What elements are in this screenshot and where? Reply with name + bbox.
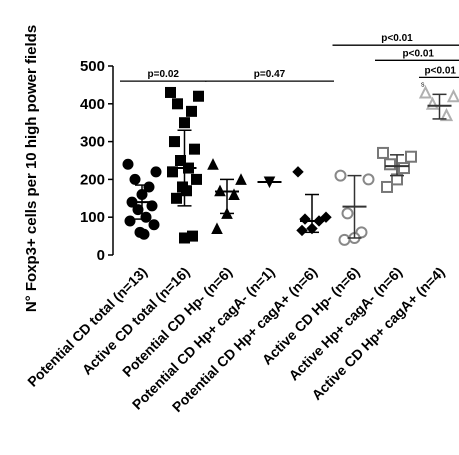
data-point: [138, 228, 150, 240]
data-point: [193, 90, 204, 102]
data-point: [124, 215, 136, 227]
data-point: [148, 219, 160, 231]
data-point: [207, 158, 219, 170]
y-tick-label: 100: [80, 209, 105, 226]
data-point: [235, 173, 247, 185]
y-axis-label: N° Foxp3+ cells per 10 high power fields: [23, 25, 40, 312]
significance-note: s.: [421, 81, 427, 88]
data-point: [446, 89, 459, 103]
significance-label: p=0.47: [254, 69, 286, 80]
data-point: [320, 211, 332, 223]
y-tick-label: 300: [80, 134, 105, 151]
data-point: [146, 200, 158, 212]
data-point: [228, 188, 240, 201]
data-point: [334, 169, 347, 182]
data-point: [439, 107, 454, 122]
category-labels: Potential CD total (n=13)Active CD total…: [24, 264, 447, 415]
data-point: [191, 173, 202, 185]
data-point: [405, 150, 417, 163]
data-point: [341, 207, 354, 220]
data-point: [165, 86, 176, 98]
data-point: [189, 143, 200, 155]
data-point: [122, 158, 134, 170]
data-point: [172, 98, 183, 110]
y-tick-label: 200: [80, 171, 105, 188]
significance-label: p=0.02: [148, 69, 180, 80]
data-point: [129, 173, 141, 185]
significance-annotations: p=0.02 p=0.47 p<0.01 p<0.01 p<0.01 s.: [120, 33, 459, 88]
axes: 0 100 200 300 400 500 N° Foxp3+ cells per 10 h…: [23, 25, 114, 312]
error-bars: [130, 93, 452, 239]
significance-label: p<0.01: [403, 48, 435, 59]
y-tick-label: 0: [97, 247, 105, 264]
y-tick-label: 400: [80, 96, 105, 113]
data-point: [425, 96, 440, 110]
data-point: [167, 166, 178, 178]
data-point: [181, 185, 192, 197]
data-point: [186, 105, 197, 117]
data-point: [179, 232, 190, 244]
data-point: [398, 162, 410, 175]
data-point: [292, 166, 304, 178]
data-point: [299, 213, 311, 225]
data-point: [338, 233, 351, 246]
data-point: [296, 224, 308, 237]
y-tick-label: 500: [80, 58, 105, 75]
data-point: [132, 204, 144, 216]
data-point: [362, 173, 375, 186]
data-point: [179, 117, 190, 129]
data-point: [211, 222, 223, 235]
data-point: [150, 166, 162, 178]
data-point: [171, 192, 182, 204]
data-point: [384, 158, 396, 171]
significance-label: p<0.01: [381, 33, 413, 44]
data-point: [377, 146, 389, 159]
data-point: [175, 155, 186, 166]
data-point: [169, 136, 180, 148]
data-point: [381, 180, 393, 193]
significance-label: p<0.01: [425, 65, 457, 76]
data-point: [418, 85, 433, 99]
